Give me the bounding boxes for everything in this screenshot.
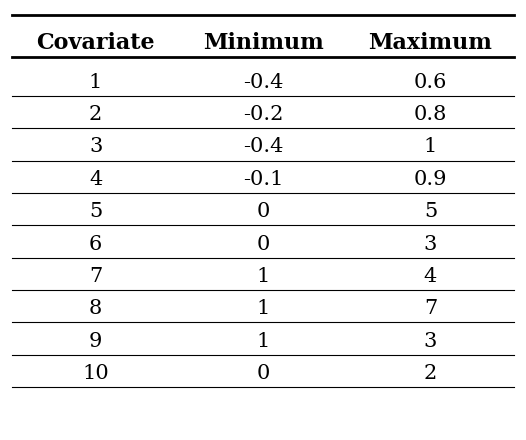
Text: 1: 1: [89, 73, 102, 92]
Text: 3: 3: [424, 332, 437, 351]
Text: 5: 5: [89, 202, 102, 221]
Text: 1: 1: [256, 267, 270, 286]
Text: Covariate: Covariate: [36, 32, 155, 54]
Text: Maximum: Maximum: [369, 32, 492, 54]
Text: 1: 1: [424, 137, 437, 157]
Text: 0.8: 0.8: [414, 105, 447, 124]
Text: 8: 8: [89, 299, 102, 318]
Text: 7: 7: [424, 299, 437, 318]
Text: 4: 4: [424, 267, 437, 286]
Text: 0.6: 0.6: [414, 73, 447, 92]
Text: 5: 5: [424, 202, 437, 221]
Text: 0.9: 0.9: [413, 170, 447, 189]
Text: 2: 2: [89, 105, 102, 124]
Text: 1: 1: [256, 332, 270, 351]
Text: 0: 0: [256, 364, 270, 383]
Text: 10: 10: [82, 364, 109, 383]
Text: 2: 2: [424, 364, 437, 383]
Text: 0: 0: [256, 235, 270, 253]
Text: -0.4: -0.4: [243, 137, 283, 157]
Text: 6: 6: [89, 235, 102, 253]
Text: 7: 7: [89, 267, 102, 286]
Text: 0: 0: [256, 202, 270, 221]
Text: Minimum: Minimum: [203, 32, 323, 54]
Text: 3: 3: [89, 137, 102, 157]
Text: 1: 1: [256, 299, 270, 318]
Text: -0.1: -0.1: [243, 170, 283, 189]
Text: -0.4: -0.4: [243, 73, 283, 92]
Text: 4: 4: [89, 170, 102, 189]
Text: -0.2: -0.2: [243, 105, 283, 124]
Text: 9: 9: [89, 332, 102, 351]
Text: 3: 3: [424, 235, 437, 253]
